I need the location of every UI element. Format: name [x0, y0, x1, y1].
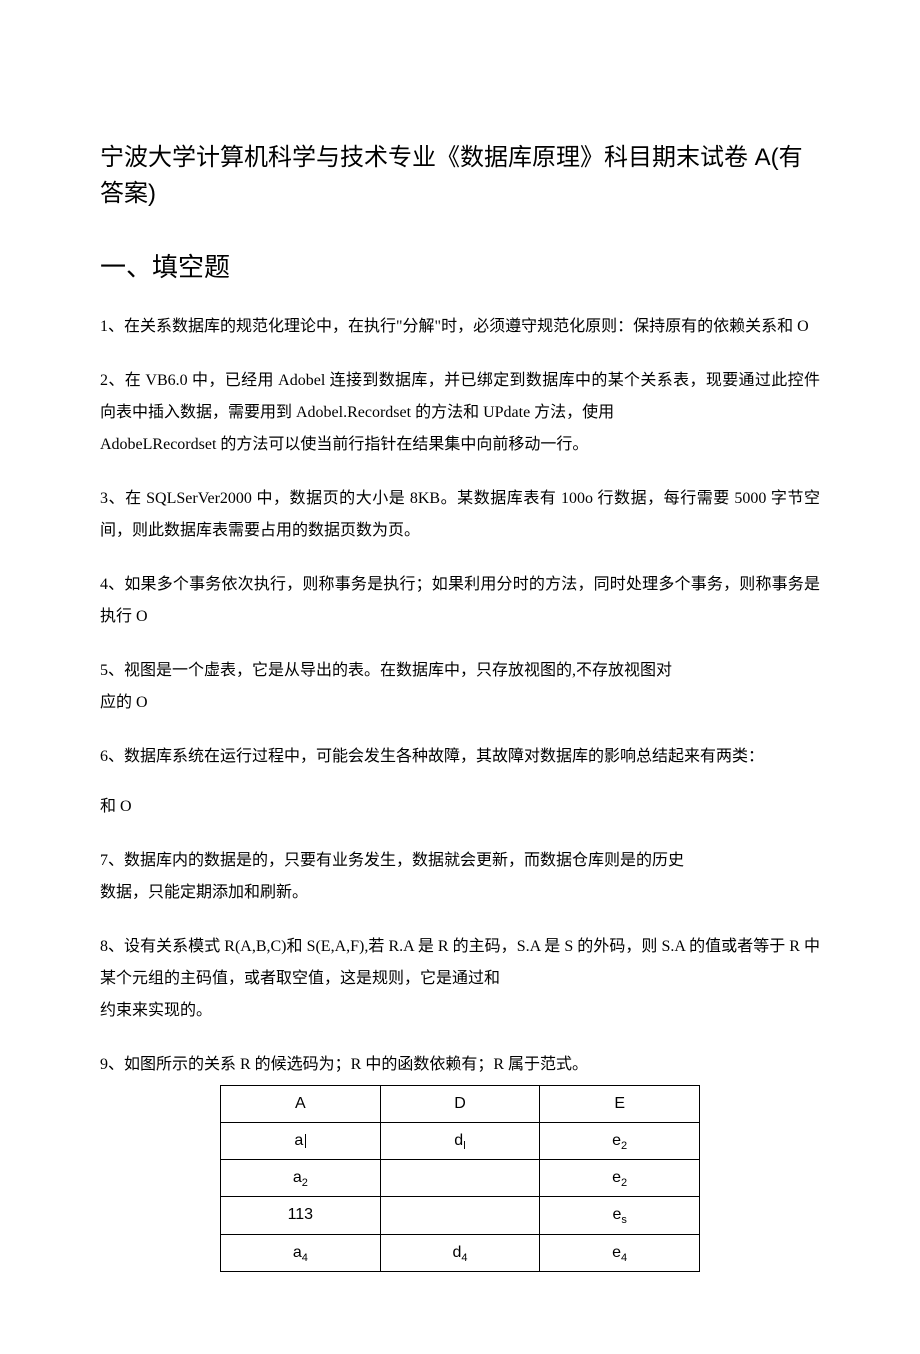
table-cell: e2 [540, 1160, 700, 1197]
question-8: 8、设有关系模式 R(A,B,C)和 S(E,A,F),若 R.A 是 R 的主… [100, 931, 820, 1027]
table-cell: a2 [221, 1160, 381, 1197]
table-row: a4 d4 e4 [221, 1234, 700, 1271]
table-cell [380, 1197, 540, 1234]
question-8-line-2: 约束来实现的。 [100, 995, 820, 1027]
question-7-line-2: 数据，只能定期添加和刷新。 [100, 877, 820, 909]
relation-table: A D E a dl e2 a2 e2 113 es a4 d4 e4 [220, 1085, 700, 1272]
table-cell: es [540, 1197, 700, 1234]
page-title: 宁波大学计算机科学与技术专业《数据库原理》科目期末试卷 A(有答案) [100, 140, 820, 212]
table-row: a dl e2 [221, 1123, 700, 1160]
question-4: 4、如果多个事务依次执行，则称事务是执行；如果利用分时的方法，同时处理多个事务，… [100, 569, 820, 633]
question-7-line-1: 7、数据库内的数据是的，只要有业务发生，数据就会更新，而数据仓库则是的历史 [100, 845, 820, 877]
question-9-text: 9、如图所示的关系 R 的候选码为；R 中的函数依赖有；R 属于范式。 [100, 1056, 588, 1073]
table-cell: e2 [540, 1123, 700, 1160]
question-7: 7、数据库内的数据是的，只要有业务发生，数据就会更新，而数据仓库则是的历史 数据… [100, 845, 820, 909]
question-6-line-2: 和 O [100, 791, 820, 823]
question-1: 1、在关系数据库的规范化理论中，在执行"分解"时，必须遵守规范化原则：保持原有的… [100, 311, 820, 343]
table-cell: d4 [380, 1234, 540, 1271]
table-cell: a4 [221, 1234, 381, 1271]
table-cell: a [221, 1123, 381, 1160]
table-header-d: D [380, 1086, 540, 1123]
table-header-a: A [221, 1086, 381, 1123]
section-heading-1: 一、填空题 [100, 248, 820, 287]
table-cell: dl [380, 1123, 540, 1160]
table-header-e: E [540, 1086, 700, 1123]
question-5: 5、视图是一个虚表，它是从导出的表。在数据库中，只存放视图的,不存放视图对 应的… [100, 655, 820, 719]
table-cell: e4 [540, 1234, 700, 1271]
question-3: 3、在 SQLSerVer2000 中，数据页的大小是 8KB。某数据库表有 1… [100, 483, 820, 547]
question-8-line-1: 8、设有关系模式 R(A,B,C)和 S(E,A,F),若 R.A 是 R 的主… [100, 931, 820, 995]
table-cell: 113 [221, 1197, 381, 1234]
table-row: a2 e2 [221, 1160, 700, 1197]
table-cell [380, 1160, 540, 1197]
question-6: 6、数据库系统在运行过程中，可能会发生各种故障，其故障对数据库的影响总结起来有两… [100, 741, 820, 823]
question-5-line-2: 应的 O [100, 687, 820, 719]
question-2-line-2: AdobeLRecordset 的方法可以使当前行指针在结果集中向前移动一行。 [100, 429, 820, 461]
question-6-line-1: 6、数据库系统在运行过程中，可能会发生各种故障，其故障对数据库的影响总结起来有两… [100, 741, 820, 773]
question-9: 9、如图所示的关系 R 的候选码为；R 中的函数依赖有；R 属于范式。 A D … [100, 1049, 820, 1272]
question-2: 2、在 VB6.0 中，已经用 Adobel 连接到数据库，并已绑定到数据库中的… [100, 365, 820, 461]
question-5-line-1: 5、视图是一个虚表，它是从导出的表。在数据库中，只存放视图的,不存放视图对 [100, 655, 820, 687]
table-header-row: A D E [221, 1086, 700, 1123]
question-2-line-1: 2、在 VB6.0 中，已经用 Adobel 连接到数据库，并已绑定到数据库中的… [100, 365, 820, 429]
table-row: 113 es [221, 1197, 700, 1234]
